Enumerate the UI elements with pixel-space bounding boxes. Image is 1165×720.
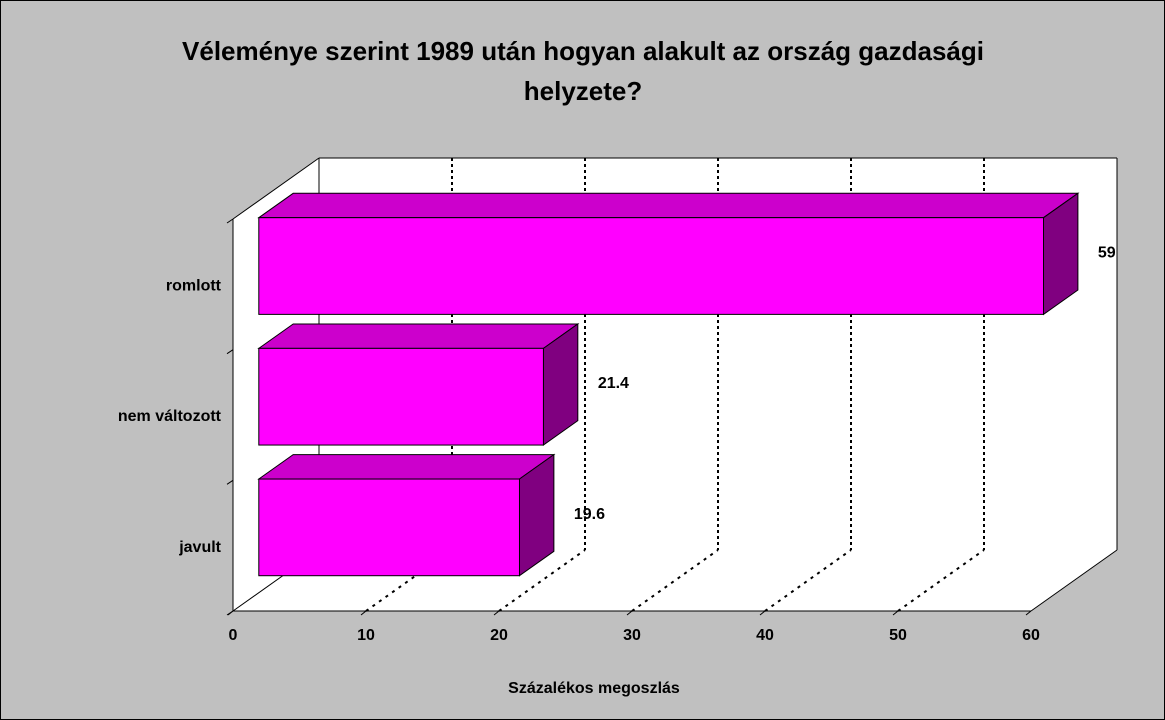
- y-tick-label: nem változott: [118, 408, 222, 425]
- data-label: 19.6: [574, 506, 605, 523]
- tick-mark: [360, 610, 367, 616]
- y-tick-label: romlott: [166, 278, 222, 295]
- y-tick-label: javult: [178, 539, 221, 556]
- bar: [258, 217, 1044, 315]
- x-tick-label: 40: [756, 627, 774, 644]
- category-tick: [226, 610, 234, 616]
- grid-line: [498, 549, 586, 612]
- data-label: 21.4: [598, 375, 629, 392]
- bar-top: [257, 454, 556, 480]
- tick-mark: [759, 610, 766, 616]
- tick-mark: [892, 610, 899, 616]
- bar: [258, 478, 520, 577]
- x-tick-label: 30: [623, 627, 641, 644]
- x-tick-label: 20: [490, 627, 508, 644]
- bar: [258, 347, 544, 446]
- x-axis-title: Százalékos megoszlás: [508, 680, 680, 697]
- tick-mark: [1025, 610, 1032, 616]
- bar-top: [257, 323, 580, 349]
- category-tick: [226, 349, 234, 355]
- bar-top: [257, 192, 1080, 219]
- tick-mark: [493, 610, 500, 616]
- chart-title: Véleménye szerint 1989 után hogyan alaku…: [182, 36, 984, 106]
- x-tick-label: 10: [357, 627, 375, 644]
- grid-line: [897, 549, 985, 612]
- wall-edge: [1030, 549, 1118, 612]
- x-tick-label: 0: [229, 627, 238, 644]
- grid-line: [365, 549, 453, 612]
- grid-line: [631, 549, 719, 612]
- category-tick: [226, 218, 234, 224]
- wall-edge: [232, 157, 320, 220]
- x-tick-label: 60: [1022, 627, 1040, 644]
- tick-mark: [626, 610, 633, 616]
- grid-line: [764, 549, 852, 612]
- category-tick: [226, 479, 234, 485]
- x-tick-label: 50: [889, 627, 907, 644]
- data-label: 59: [1098, 245, 1116, 262]
